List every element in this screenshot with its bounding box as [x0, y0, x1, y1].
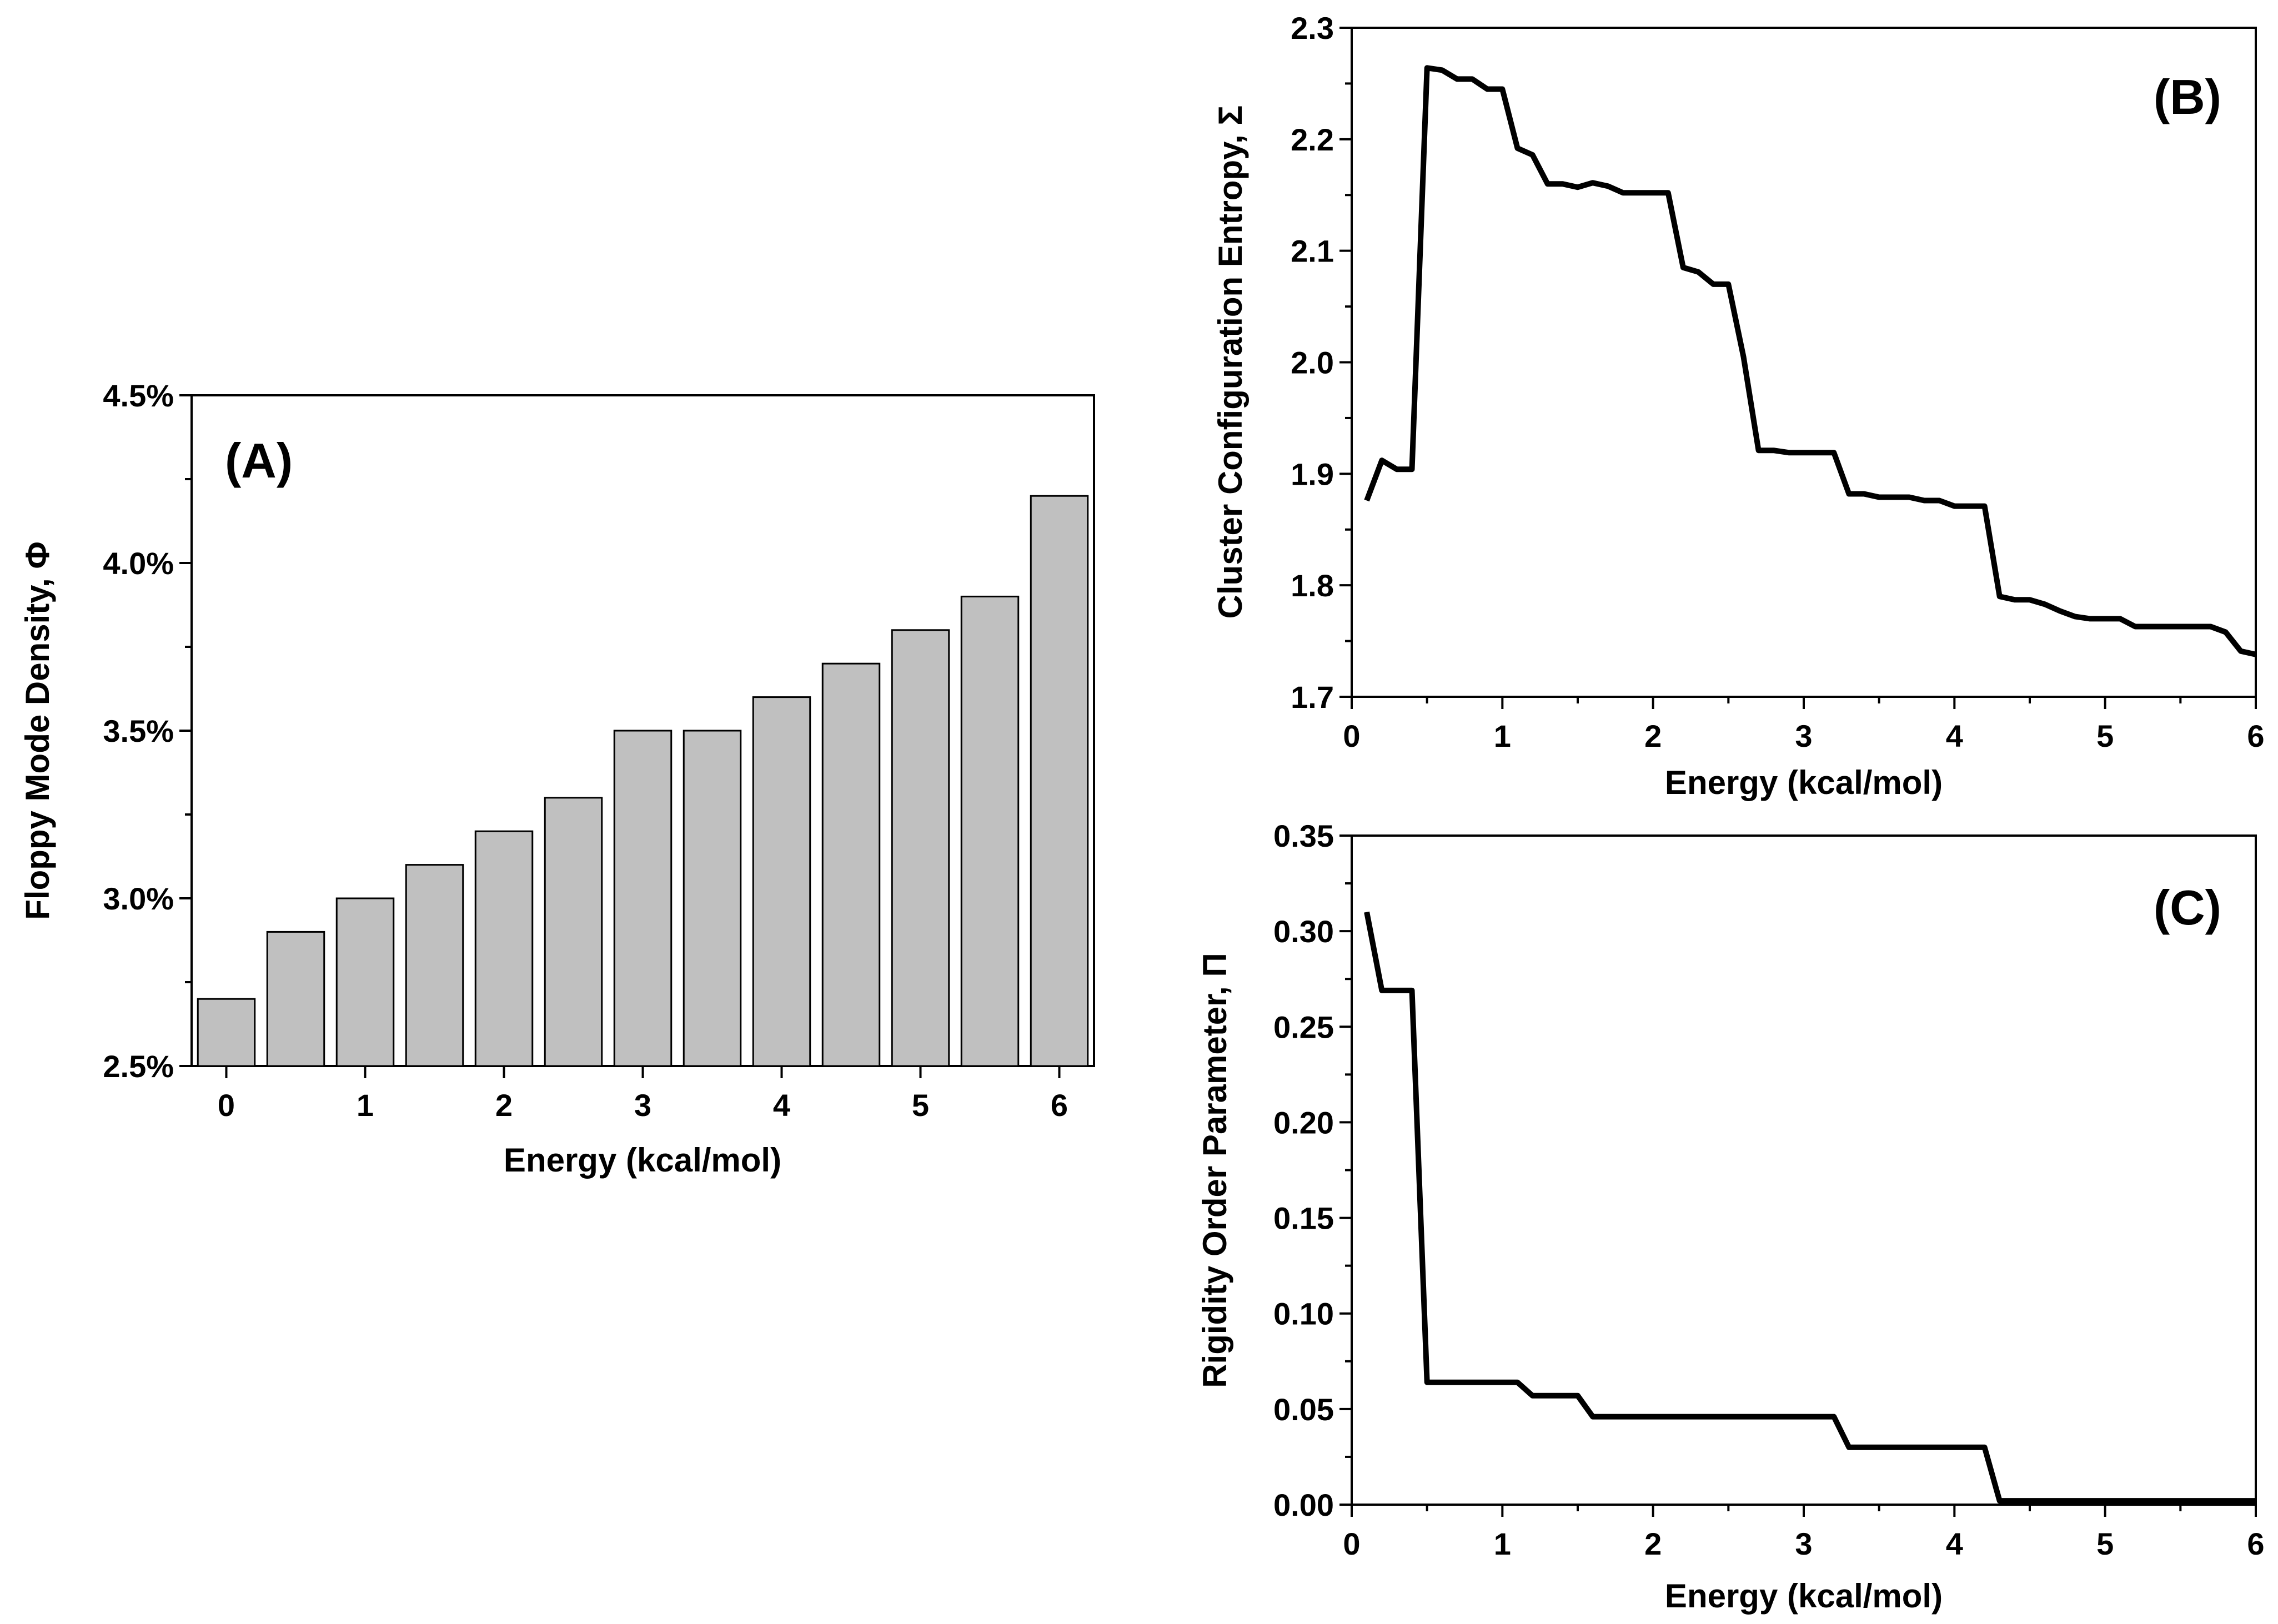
panel-c-rigidity-order-parameter: 0.00 0.05 0.10 0.15 0.20 0.25 0.30 0.35 0 1 2 3 4 5 6…	[1196, 818, 2265, 1615]
x-tick-label: 6	[2247, 1526, 2264, 1561]
x-tick-label: 4	[773, 1088, 790, 1123]
x-tick-label: 2	[1644, 1526, 1662, 1561]
y-tick-label: 1.8	[1291, 568, 1334, 603]
x-tick-label: 5	[912, 1088, 929, 1123]
x-tick-label: 6	[1051, 1088, 1068, 1123]
bar	[405, 864, 464, 1067]
x-tick-label: 3	[1795, 718, 1812, 753]
panel-b-y-ticks: 1.7 1.8 1.9 2.0 2.1 2.2 2.3	[1291, 11, 1352, 715]
panel-b-plot-frame	[1351, 27, 2257, 698]
bar	[613, 730, 673, 1067]
panel-c-x-axis-title: Energy (kcal/mol)	[1665, 1577, 1943, 1615]
x-tick-label: 4	[1946, 718, 1963, 753]
y-tick-label: 0.25	[1273, 1009, 1334, 1044]
bar	[474, 830, 534, 1067]
x-tick-label: 1	[1494, 718, 1511, 753]
x-tick-label: 3	[1795, 1526, 1812, 1561]
y-tick-label: 0.05	[1273, 1392, 1334, 1427]
panel-b-label: (B)	[2154, 69, 2221, 124]
y-tick-label: 0.10	[1273, 1296, 1334, 1331]
y-tick-label: 2.5%	[103, 1049, 174, 1084]
y-tick-label: 3.0%	[103, 881, 174, 916]
bar	[752, 696, 811, 1067]
bar	[197, 998, 256, 1067]
x-tick-label: 1	[357, 1088, 374, 1123]
panel-c-series-line	[1364, 911, 2256, 1504]
panel-b-series-line	[1364, 65, 2257, 657]
panel-b-y-axis-title: Cluster Configuration Entropy, Σ	[1212, 105, 1249, 619]
bar	[266, 931, 325, 1067]
bar	[683, 730, 742, 1067]
panel-c-label: (C)	[2154, 880, 2221, 935]
panel-b-x-axis-title: Energy (kcal/mol)	[1665, 764, 1943, 801]
panel-a-y-ticks: 2.5% 3.0% 3.5% 4.0% 4.5%	[103, 378, 192, 1084]
panel-b-cluster-configuration-entropy: 1.7 1.8 1.9 2.0 2.1 2.2 2.3 0 1 2 3 4 5 6 (B) Energy…	[1212, 11, 2265, 801]
bar	[335, 897, 395, 1067]
panel-c-y-axis-title: Rigidity Order Parameter, Π	[1196, 953, 1233, 1388]
panel-a-x-ticks: 0 1 2 3 4 5 6	[218, 1066, 1068, 1123]
x-tick-label: 0	[1343, 718, 1360, 753]
y-tick-label: 3.5%	[103, 713, 174, 748]
panel-a-y-axis-title: Floppy Mode Density, Φ	[19, 541, 56, 920]
panel-c-plot-frame	[1351, 834, 2257, 1506]
panel-c-y-ticks: 0.00 0.05 0.10 0.15 0.20 0.25 0.30 0.35	[1273, 818, 1352, 1522]
y-tick-label: 2.3	[1291, 11, 1334, 46]
x-tick-label: 3	[634, 1088, 651, 1123]
panel-a-label: (A)	[225, 433, 293, 488]
panel-a-x-axis-title: Energy (kcal/mol)	[504, 1142, 781, 1179]
panel-b-x-ticks: 0 1 2 3 4 5 6	[1343, 697, 2265, 753]
y-tick-label: 4.0%	[103, 546, 174, 581]
bar	[960, 595, 1020, 1067]
x-tick-label: 2	[495, 1088, 513, 1123]
y-tick-label: 0.15	[1273, 1201, 1334, 1236]
y-tick-label: 1.9	[1291, 456, 1334, 491]
panel-a-bars	[197, 495, 1089, 1067]
y-tick-label: 0.00	[1273, 1487, 1334, 1522]
x-tick-label: 0	[1343, 1526, 1360, 1561]
x-tick-label: 2	[1644, 718, 1662, 753]
bar	[1030, 495, 1089, 1067]
x-tick-label: 5	[2096, 718, 2114, 753]
x-tick-label: 0	[218, 1088, 235, 1123]
y-tick-label: 1.7	[1291, 680, 1334, 715]
y-tick-label: 2.0	[1291, 345, 1334, 380]
y-tick-label: 4.5%	[103, 378, 174, 413]
panel-c-x-ticks: 0 1 2 3 4 5 6	[1343, 1505, 2265, 1561]
y-tick-label: 2.1	[1291, 234, 1334, 269]
panel-a-floppy-mode-density: 2.5% 3.0% 3.5% 4.0% 4.5% 0 1 2 3 4 5 6 (A) Energy …	[19, 378, 1095, 1179]
x-tick-label: 5	[2096, 1526, 2114, 1561]
bar	[891, 629, 950, 1067]
y-tick-label: 2.2	[1291, 122, 1334, 157]
y-tick-label: 0.20	[1273, 1105, 1334, 1140]
y-tick-label: 0.30	[1273, 914, 1334, 949]
bar	[544, 797, 603, 1067]
x-tick-label: 4	[1946, 1526, 1963, 1561]
y-tick-label: 0.35	[1273, 818, 1334, 853]
bar	[821, 662, 881, 1067]
x-tick-label: 1	[1494, 1526, 1511, 1561]
x-tick-label: 6	[2247, 718, 2264, 753]
